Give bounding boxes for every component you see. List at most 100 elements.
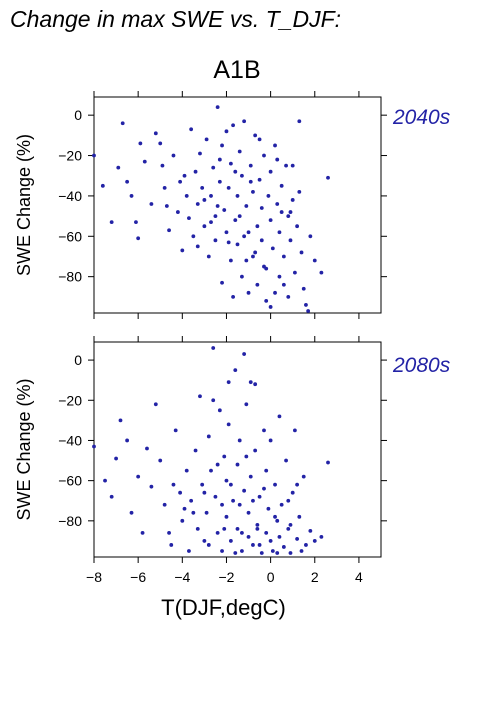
- data-point: [149, 202, 154, 206]
- data-point: [175, 210, 180, 214]
- data-point: [213, 494, 218, 499]
- data-point: [277, 230, 282, 235]
- data-point: [149, 484, 154, 489]
- data-point: [129, 194, 134, 198]
- data-point: [264, 530, 269, 535]
- data-point: [224, 478, 229, 483]
- data-point: [184, 468, 189, 473]
- data-point: [275, 157, 280, 162]
- data-point: [178, 179, 183, 184]
- data-point: [248, 474, 253, 479]
- data-point: [308, 234, 313, 239]
- data-point: [235, 526, 240, 531]
- data-point: [270, 246, 275, 251]
- data-point: [266, 506, 271, 511]
- data-point: [233, 218, 238, 223]
- data-point: [136, 474, 141, 479]
- data-point: [281, 545, 286, 549]
- data-point: [255, 522, 260, 527]
- data-point: [257, 137, 262, 142]
- data-point: [262, 153, 266, 158]
- data-point: [246, 535, 251, 539]
- data-point: [297, 514, 302, 519]
- data-point: [217, 179, 222, 184]
- y-tick-label: −20: [58, 392, 82, 408]
- data-point: [209, 220, 213, 225]
- data-point: [202, 198, 207, 202]
- data-point: [304, 543, 308, 547]
- data-point: [288, 210, 293, 214]
- data-point: [213, 214, 218, 219]
- data-point: [299, 250, 304, 255]
- data-point: [268, 438, 273, 443]
- data-point: [158, 141, 163, 146]
- data-point: [202, 224, 207, 229]
- data-point: [290, 490, 295, 495]
- data-point: [173, 428, 178, 433]
- data-point: [158, 458, 163, 463]
- data-point: [286, 214, 291, 219]
- scenario-label: A1B: [213, 56, 261, 84]
- data-point: [120, 121, 125, 126]
- data-point: [233, 169, 238, 174]
- data-point: [301, 286, 306, 291]
- data-point: [244, 454, 249, 459]
- data-point: [215, 105, 220, 109]
- data-point: [251, 543, 255, 547]
- x-tick-label: −6: [130, 569, 146, 585]
- data-point: [206, 543, 211, 547]
- data-point: [211, 346, 216, 350]
- data-point: [164, 204, 169, 208]
- data-point: [92, 444, 96, 449]
- data-point: [248, 380, 253, 385]
- data-point: [253, 133, 258, 138]
- data-point: [264, 298, 269, 303]
- y-tick-label: 0: [74, 352, 82, 368]
- data-point: [326, 460, 330, 465]
- data-point: [242, 234, 247, 239]
- data-point: [268, 539, 273, 543]
- x-tick-label: 4: [355, 569, 363, 585]
- data-point: [140, 530, 145, 535]
- data-point: [290, 163, 295, 168]
- data-point: [233, 368, 238, 373]
- data-point: [284, 163, 288, 168]
- data-point: [235, 194, 240, 198]
- data-point: [114, 456, 118, 461]
- data-point: [187, 549, 191, 553]
- data-point: [240, 549, 244, 553]
- data-point: [191, 510, 196, 515]
- data-point: [162, 185, 167, 190]
- data-point: [242, 352, 247, 356]
- data-point: [262, 486, 266, 491]
- data-point: [162, 502, 167, 507]
- data-point: [266, 194, 271, 198]
- data-point: [209, 468, 213, 473]
- y-axis-label: SWE Change (%): [14, 134, 34, 276]
- x-tick-label: 0: [267, 569, 275, 585]
- data-point: [251, 254, 255, 259]
- data-point: [259, 551, 264, 555]
- data-point: [248, 179, 253, 184]
- y-tick-label: −20: [58, 148, 82, 164]
- data-point: [308, 528, 313, 533]
- data-point: [92, 153, 96, 158]
- data-point: [226, 240, 231, 245]
- data-point: [286, 294, 291, 299]
- data-point: [273, 514, 277, 519]
- data-point: [275, 551, 280, 555]
- data-point: [257, 543, 262, 547]
- data-point: [237, 214, 242, 219]
- data-point: [169, 543, 174, 547]
- data-point: [251, 498, 255, 503]
- data-point: [312, 258, 317, 263]
- x-tick-label: 2: [311, 569, 319, 585]
- data-point: [142, 159, 147, 164]
- y-tick-label: −40: [58, 432, 82, 448]
- data-point: [279, 183, 284, 188]
- data-point: [180, 248, 185, 253]
- data-point: [153, 402, 158, 407]
- data-point: [129, 510, 134, 515]
- data-point: [286, 526, 291, 531]
- data-point: [262, 428, 266, 433]
